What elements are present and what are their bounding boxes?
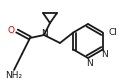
Text: Cl: Cl	[109, 28, 118, 37]
Text: N: N	[101, 50, 108, 59]
Text: NH₂: NH₂	[5, 70, 23, 80]
Text: O: O	[7, 25, 14, 35]
Text: N: N	[42, 28, 48, 38]
Text: N: N	[87, 59, 93, 67]
